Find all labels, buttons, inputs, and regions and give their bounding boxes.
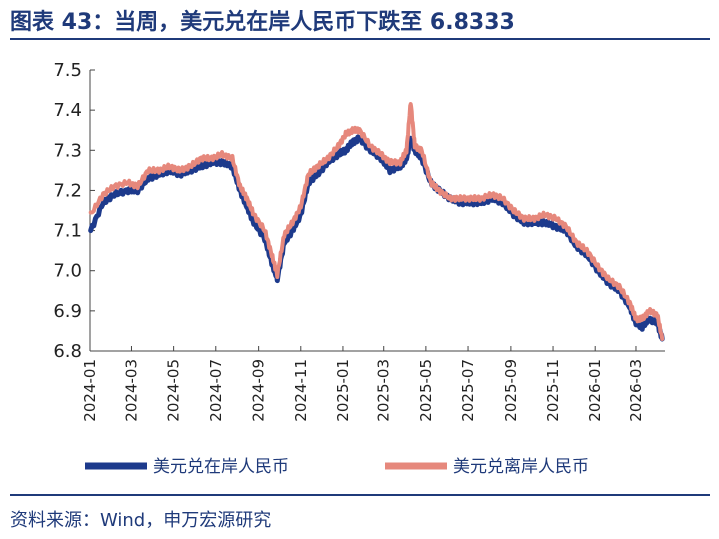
y-tick-label: 7.0 (53, 261, 82, 282)
x-axis-ticks: 2024-01 2024-03 2024-05 2024-07 2024-09 2024-… (81, 346, 645, 422)
x-tick-label: 2024-03 (122, 359, 140, 422)
y-tick-label: 7.2 (53, 180, 82, 201)
y-tick-label: 7.4 (53, 100, 82, 121)
x-tick-label: 2025-01 (334, 359, 352, 422)
legend-label: 美元兑离岸人民币 (453, 457, 589, 477)
series-line-offshore (88, 102, 665, 341)
legend-label: 美元兑在岸人民币 (153, 457, 289, 477)
y-tick-label: 6.8 (53, 341, 82, 362)
series-lines (88, 102, 665, 342)
source-rule (10, 494, 710, 496)
x-tick-label: 2024-01 (81, 359, 99, 422)
source-note: 资料来源：Wind，申万宏源研究 (10, 510, 272, 531)
x-tick-label: 2024-09 (250, 359, 268, 422)
y-tick-label: 7.5 (53, 60, 82, 81)
x-tick-label: 2024-07 (207, 359, 225, 422)
x-tick-label: 2026-01 (586, 359, 604, 422)
chart-axes (89, 70, 665, 352)
x-tick-label: 2024-05 (165, 359, 183, 422)
x-tick-label: 2024-11 (292, 359, 310, 422)
line-chart: 7.57.47.37.27.17.06.96.8 2024-01 2024-03 2… (53, 60, 665, 477)
legend: 美元兑在岸人民币 美元兑离岸人民币 (85, 457, 589, 477)
x-tick-label: 2025-03 (375, 359, 393, 422)
x-tick-label: 2025-07 (459, 359, 477, 422)
page-title: 图表 43：当周，美元兑在岸人民币下跌至 6.8333 (10, 10, 515, 35)
y-tick-label: 6.9 (53, 301, 82, 322)
y-tick-label: 7.1 (53, 221, 82, 242)
title-rule (10, 38, 710, 40)
x-tick-label: 2025-05 (417, 359, 435, 422)
x-tick-label: 2025-09 (502, 359, 520, 422)
x-tick-label: 2026-03 (627, 359, 645, 422)
y-axis-ticks: 7.5 7.4 7.3 7.2 7.1 7.0 6.9 6.8 (53, 60, 95, 362)
y-tick-label: 7.3 (53, 140, 82, 161)
x-tick-label: 2025-11 (544, 359, 562, 422)
